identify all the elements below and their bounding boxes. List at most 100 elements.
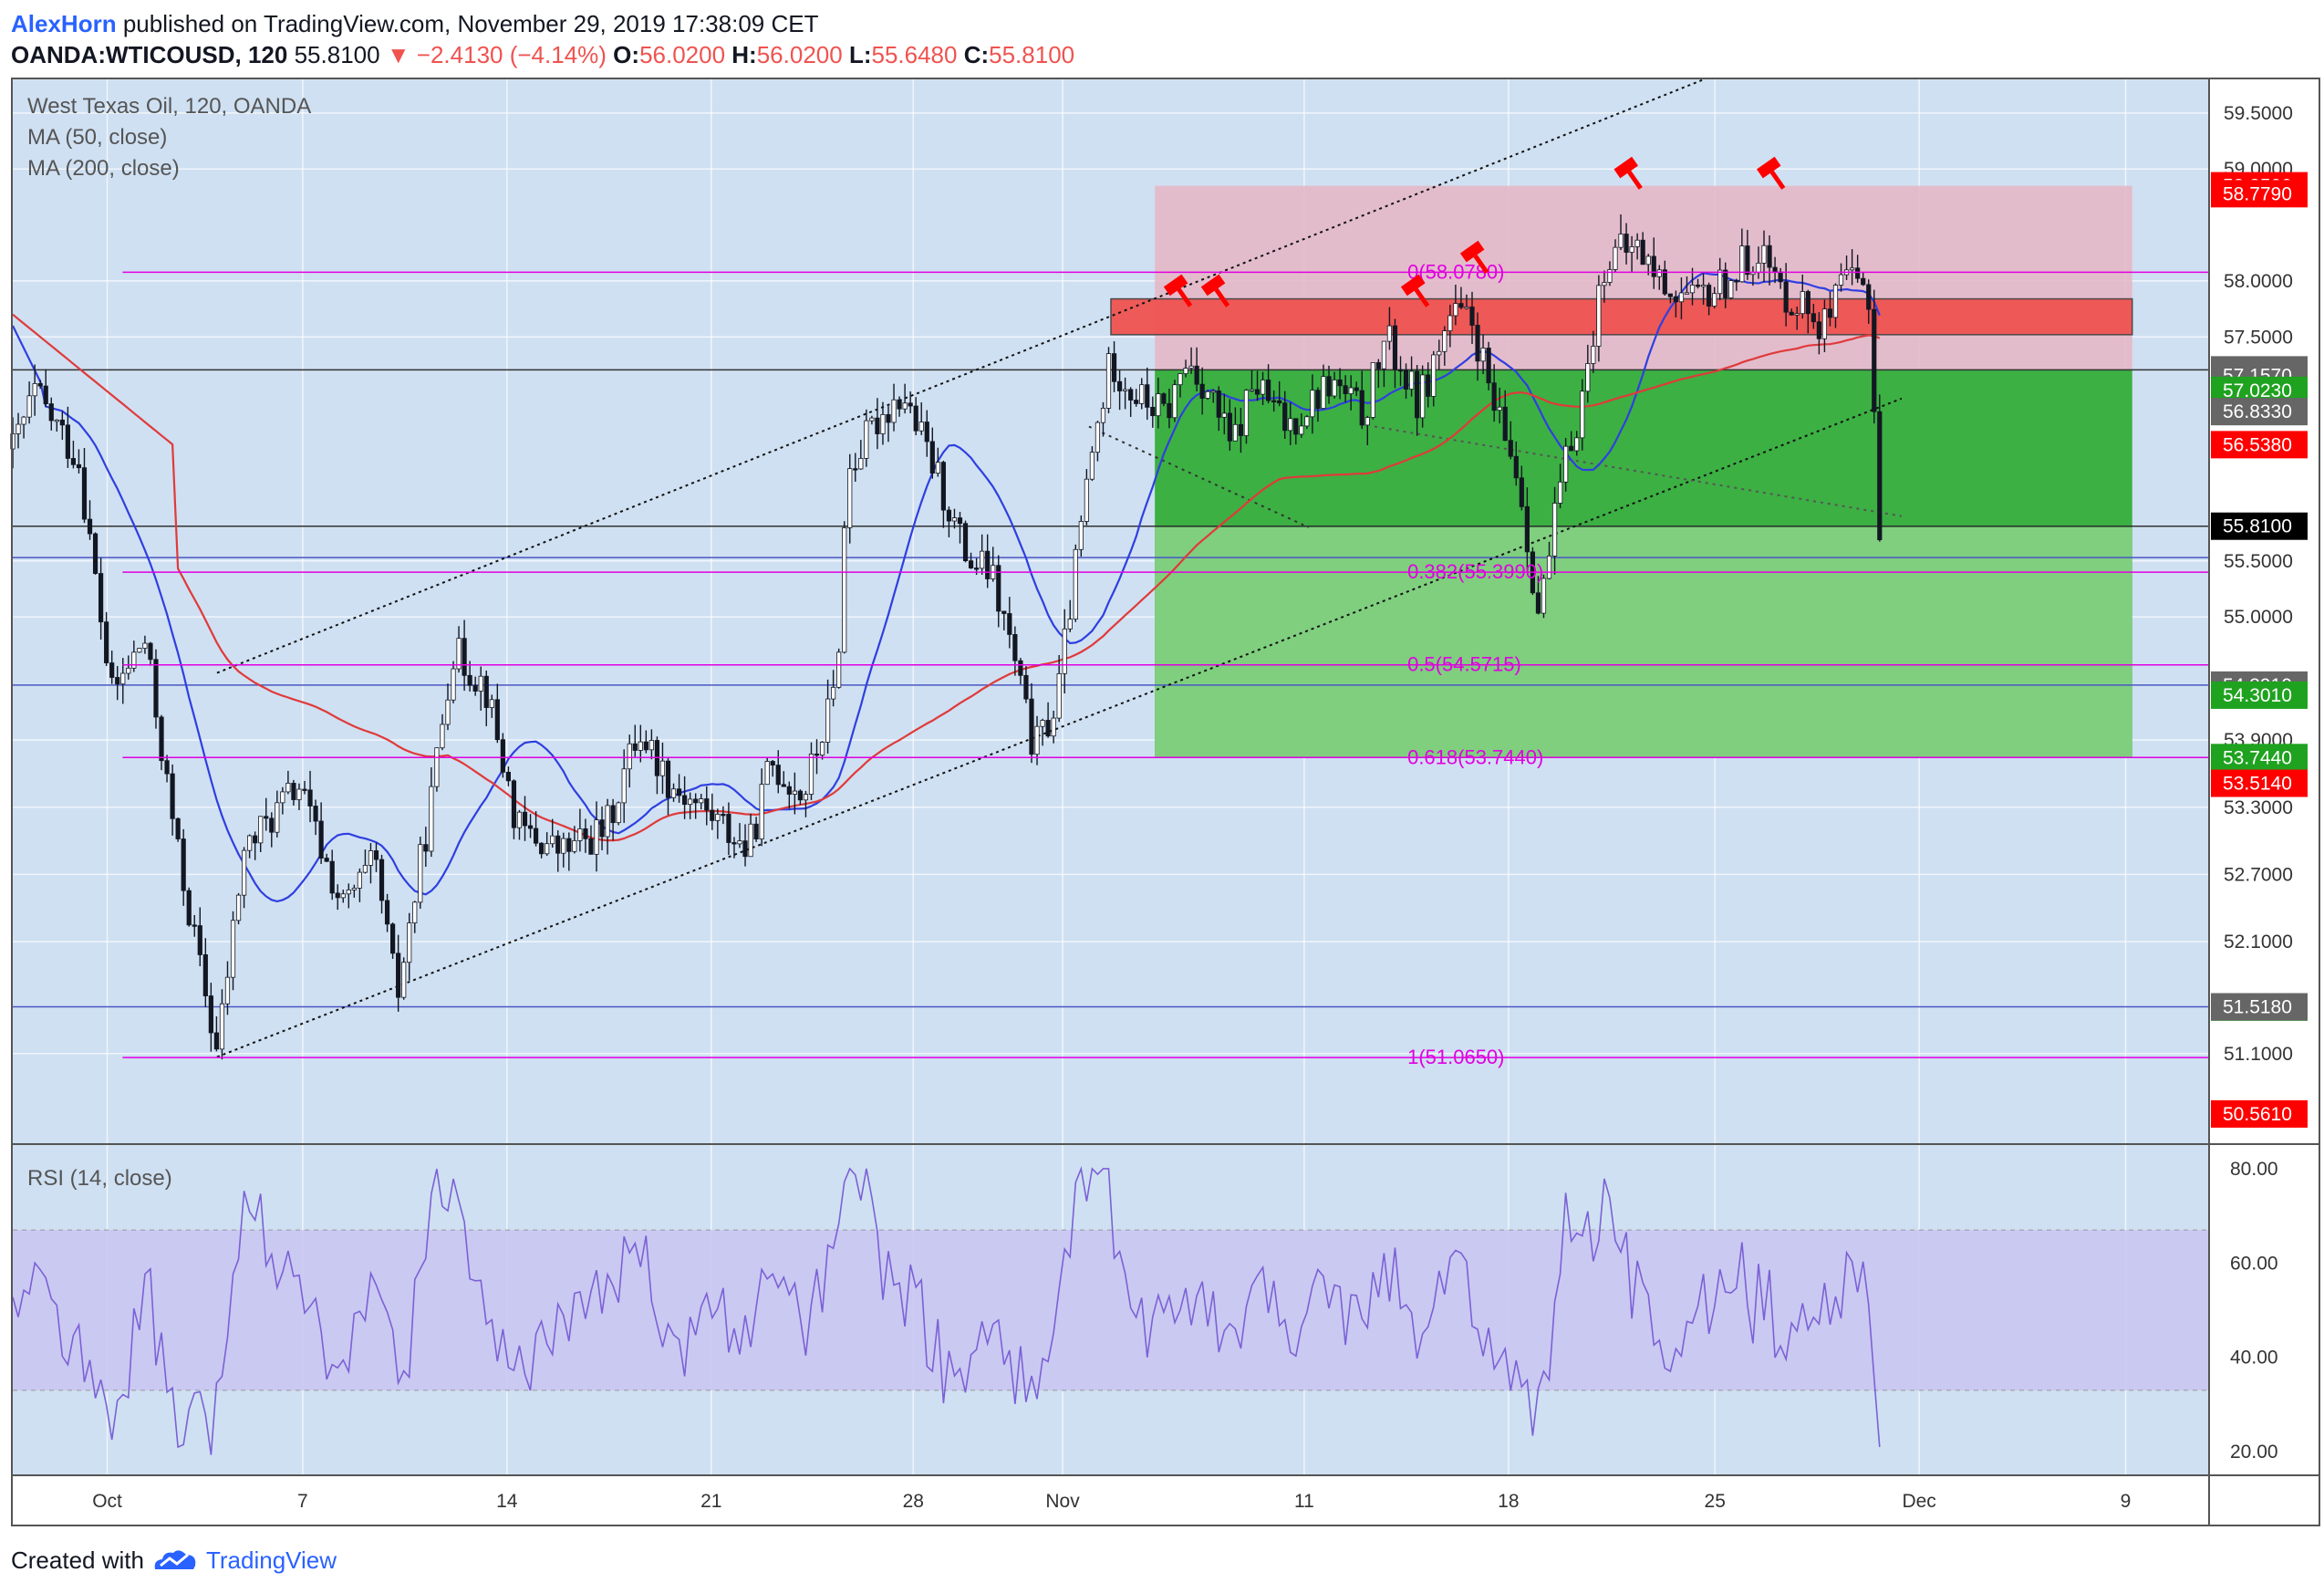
time-ticks: Oct 7 14 21 28 Nov 11 18 25 Dec 9 [92, 1491, 2131, 1512]
candle-body [1299, 425, 1304, 435]
candle-body [737, 840, 742, 845]
ma200-line [12, 313, 1881, 842]
fib-label: 0.5(54.5715) [1407, 653, 1521, 676]
candle-body [21, 416, 26, 425]
candle-body [1707, 285, 1712, 307]
created-with-text: Created with [11, 1546, 144, 1574]
candle-body [37, 383, 43, 387]
hammer-icon [1756, 156, 1786, 190]
candle-body [980, 550, 985, 569]
candle-body [1475, 325, 1480, 362]
candle-body [235, 894, 242, 921]
candle-body [1810, 313, 1816, 323]
candle-body [699, 798, 704, 804]
hammer-icon [1163, 274, 1193, 307]
candle-body [478, 675, 483, 692]
candle-body [1684, 292, 1690, 295]
candle-body [54, 419, 59, 422]
candle-body [26, 395, 32, 418]
hammer-handle [1627, 171, 1643, 190]
candle-body [1040, 720, 1045, 727]
candle-body [1437, 350, 1442, 356]
candle-body [808, 753, 814, 795]
candle-body [384, 900, 390, 925]
tradingview-cloud-icon[interactable] [151, 1547, 199, 1573]
legend-ma200[interactable]: MA (200, close) [27, 156, 180, 181]
candle-body [1178, 373, 1183, 386]
rsi-tick-label: 40.00 [2230, 1348, 2278, 1369]
candle-body [659, 760, 666, 776]
candle-body [1667, 293, 1673, 297]
candle-body [81, 467, 88, 520]
low-value: 55.6480 [871, 41, 958, 68]
candle-body [1084, 478, 1089, 522]
candle-body [1717, 269, 1723, 295]
candle-body [1266, 380, 1271, 401]
candle-body [1116, 380, 1123, 391]
candle-body [555, 835, 561, 854]
rsi-tick-label: 80.00 [2230, 1159, 2278, 1180]
time-axis[interactable] [13, 1475, 2319, 1525]
candle-body [1850, 267, 1855, 271]
candle-body [379, 859, 385, 901]
hammer-handle [1769, 171, 1786, 190]
candle-body [605, 805, 610, 838]
candle-body [148, 642, 153, 661]
candle-body [1321, 376, 1326, 409]
candle-body [1370, 361, 1375, 418]
candle-body [120, 672, 126, 685]
candle-body [1689, 285, 1696, 294]
candle-body [131, 651, 137, 669]
down-arrow-icon: ▼ [386, 41, 410, 68]
candle-body [583, 828, 588, 839]
candle-body [92, 533, 99, 574]
candle-body [792, 790, 797, 795]
candle-body [1861, 277, 1866, 286]
candle-body [1277, 400, 1282, 404]
candle-body [1227, 412, 1232, 442]
price-tag-label: 58.7790 [2223, 183, 2292, 204]
candle-body [561, 838, 566, 854]
legend-ma50[interactable]: MA (50, close) [27, 125, 168, 150]
zone-green-target [1155, 526, 2132, 758]
candle-body [1386, 325, 1393, 342]
candle-body [48, 403, 54, 422]
candle-body [1673, 296, 1679, 303]
candle-body [324, 858, 329, 862]
price-tags: 58.850058.779057.206057.157057.023056.83… [2211, 172, 2308, 1128]
trend-channel [216, 78, 1903, 1058]
candle-body [858, 458, 864, 470]
candle-body [1134, 400, 1139, 404]
candle-body [1012, 634, 1018, 661]
candle-body [357, 871, 362, 889]
author-link[interactable]: AlexHorn [11, 10, 117, 37]
legend-title[interactable]: West Texas Oil, 120, OANDA [27, 94, 312, 119]
candle-body [253, 835, 258, 844]
legend-rsi[interactable]: RSI (14, close) [27, 1166, 172, 1191]
candle-body [891, 399, 897, 423]
candle-body [1375, 361, 1381, 370]
price-tag-label: 57.0230 [2223, 380, 2292, 401]
candle-body [1613, 246, 1618, 270]
tradingview-link[interactable]: TradingView [205, 1546, 337, 1574]
candle-body [351, 888, 357, 890]
rsi-tick-label: 20.00 [2230, 1442, 2278, 1463]
candle-body [440, 724, 445, 749]
candle-body [1712, 293, 1717, 307]
fib-label: 0.382(55.3990) [1407, 560, 1543, 583]
candle-body [648, 740, 654, 751]
last-price: 55.8100 [294, 41, 380, 68]
candle-body [1502, 406, 1508, 442]
candle-body [373, 850, 379, 860]
candle-body [731, 842, 737, 845]
candle-body [285, 783, 291, 793]
candle-body [753, 823, 759, 840]
candle-body [335, 892, 340, 899]
candle-body [1001, 610, 1007, 614]
candle-body [1739, 245, 1745, 283]
candle-body [1645, 255, 1651, 266]
publish-info: published on TradingView.com, November 2… [122, 10, 819, 37]
candle-body [1591, 346, 1596, 364]
price-tick-label: 58.0000 [2224, 271, 2293, 292]
